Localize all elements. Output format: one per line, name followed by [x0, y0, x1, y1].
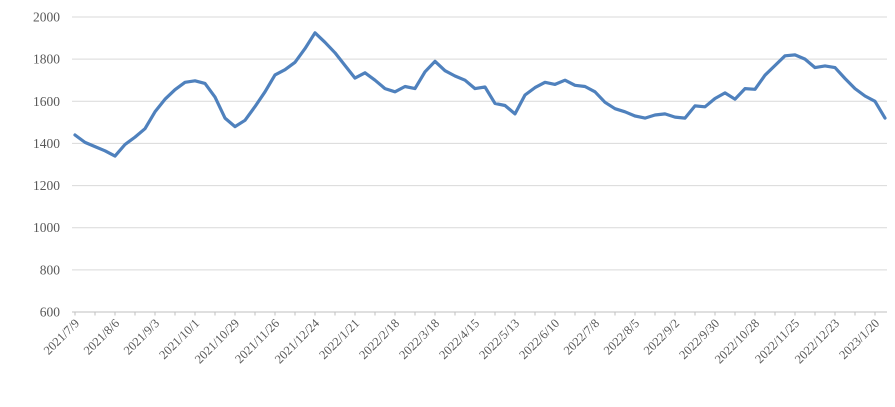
x-axis-label: 2022/4/15	[436, 316, 482, 362]
x-axis-label: 2021/7/9	[41, 316, 82, 357]
x-axis-label: 2022/8/5	[601, 316, 642, 357]
y-axis-label: 1600	[33, 94, 60, 109]
x-axis-label: 2022/1/21	[316, 316, 362, 362]
x-axis-label: 2023/1/20	[836, 316, 882, 362]
y-axis-label: 800	[40, 262, 61, 277]
y-axis-label: 1800	[33, 52, 60, 67]
x-axis-label: 2022/3/18	[396, 316, 442, 362]
y-axis-label: 600	[40, 305, 61, 320]
y-axis-label: 1200	[33, 178, 60, 193]
y-axis-label: 1000	[33, 220, 60, 235]
y-axis-label: 2000	[33, 10, 60, 25]
x-axis-label: 2022/6/10	[516, 316, 562, 362]
series-line	[73, 31, 887, 158]
x-axis-label: 2021/8/6	[81, 316, 122, 357]
x-axis-label: 2021/12/24	[272, 316, 323, 367]
x-axis-label: 2022/2/18	[356, 316, 402, 362]
x-axis-label: 2022/7/8	[561, 316, 602, 357]
y-axis-label: 1400	[33, 136, 60, 151]
x-axis-label: 2022/5/13	[476, 316, 522, 362]
